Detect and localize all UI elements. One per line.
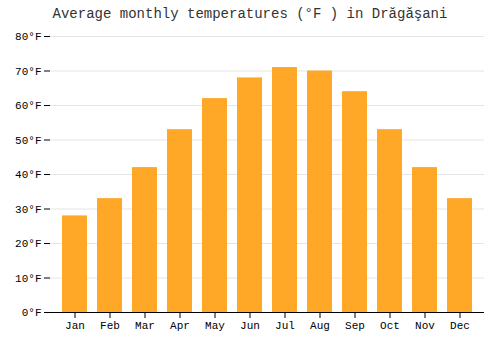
svg-text:Dec: Dec (450, 320, 470, 332)
svg-text:Feb: Feb (100, 320, 120, 332)
svg-text:Jan: Jan (65, 320, 85, 332)
svg-text:60°F: 60°F (15, 100, 41, 112)
svg-text:Apr: Apr (170, 320, 190, 332)
svg-text:40°F: 40°F (15, 169, 41, 181)
svg-text:20°F: 20°F (15, 238, 41, 250)
html-text:Average monthly temperatures (: Average monthly temperatures (°F ) in Dr… (52, 6, 448, 22)
svg-text:0°F: 0°F (22, 307, 42, 319)
svg-text:Jun: Jun (240, 320, 260, 332)
svg-text:Mar: Mar (135, 320, 155, 332)
svg-text:Nov: Nov (415, 320, 435, 332)
svg-text:Jul: Jul (275, 320, 295, 332)
svg-text:50°F: 50°F (15, 135, 41, 147)
svg-text:May: May (205, 320, 225, 332)
svg-text:Sep: Sep (345, 320, 365, 332)
svg-text:Aug: Aug (310, 320, 330, 332)
svg-text:80°F: 80°F (15, 31, 41, 43)
svg-text:10°F: 10°F (15, 273, 41, 285)
svg-text:30°F: 30°F (15, 204, 41, 216)
svg-text:Oct: Oct (380, 320, 400, 332)
svg-text:70°F: 70°F (15, 66, 41, 78)
